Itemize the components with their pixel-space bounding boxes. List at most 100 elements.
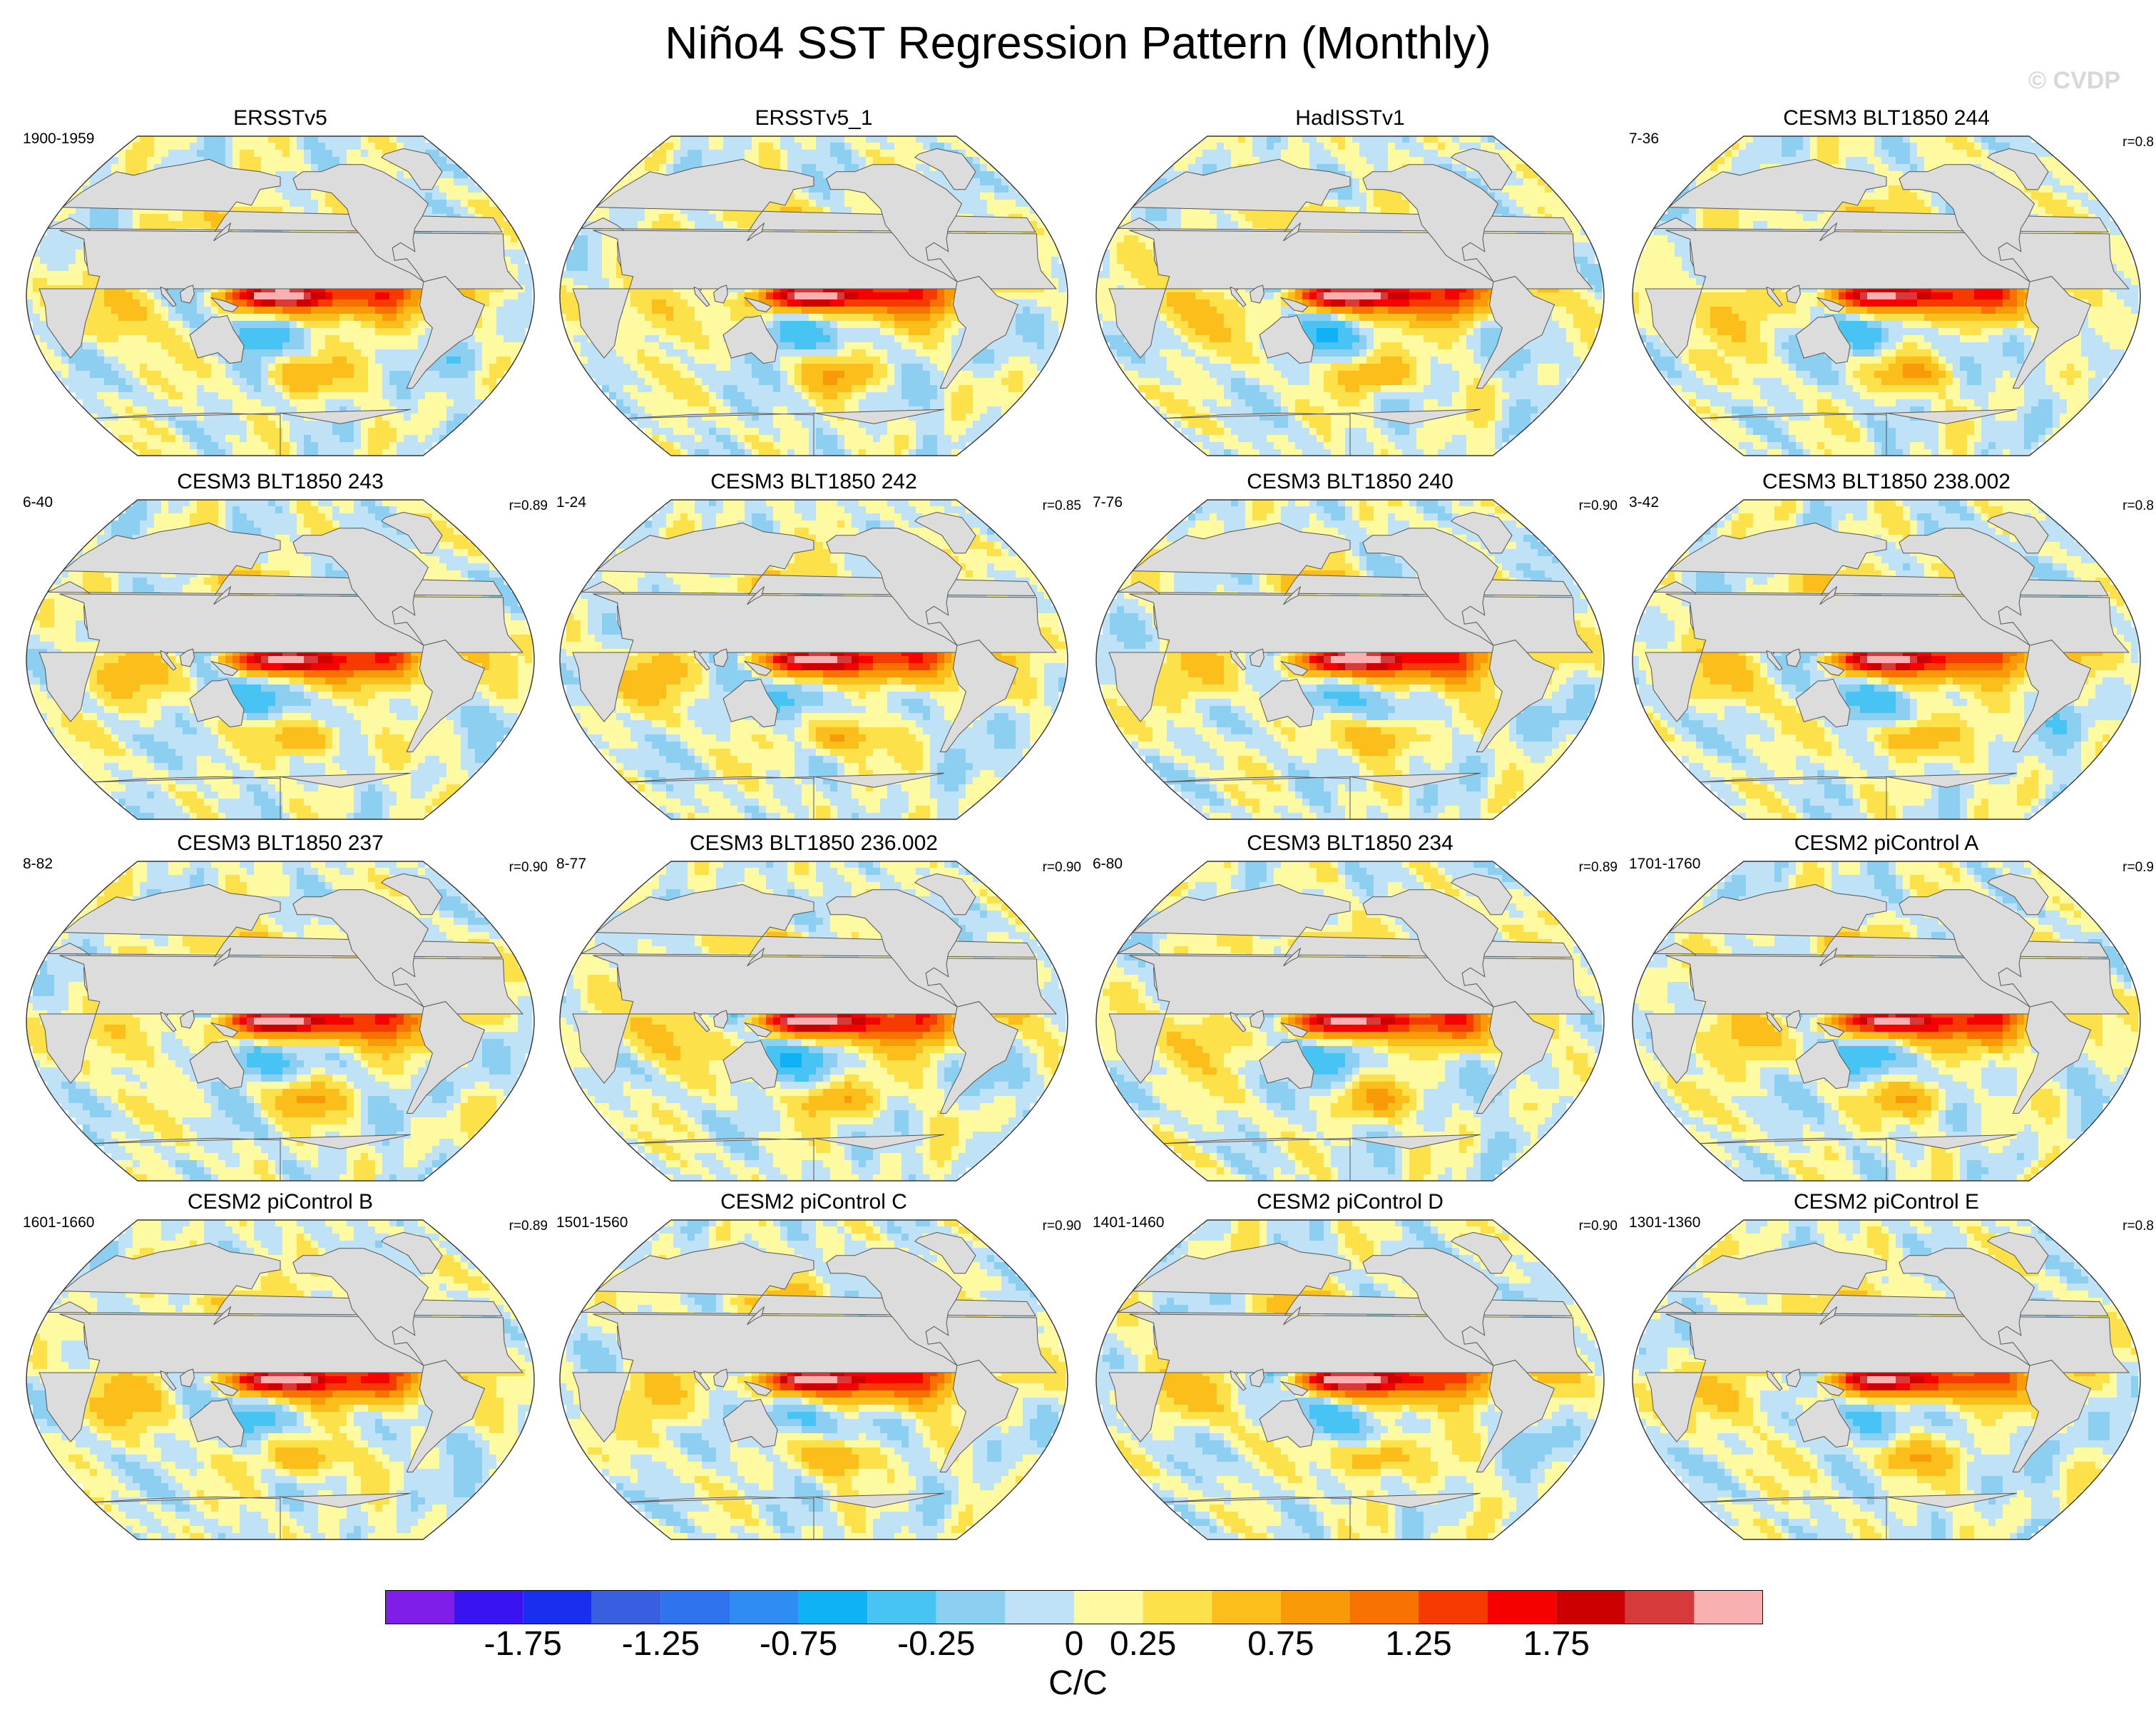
panel-cesm3-blt1850-244: CESM3 BLT1850 244 7-36 r=0.8 xyxy=(1619,106,2154,466)
panel-period: 1-24 xyxy=(556,493,586,512)
map-boundary xyxy=(559,861,1068,1182)
land-mask xyxy=(572,148,1057,456)
panel-period: 1401-1460 xyxy=(1093,1214,1164,1232)
panel-pattern-correlation: r=0.90 xyxy=(1043,859,1081,876)
colorbar-box xyxy=(936,1591,1006,1624)
map-boundary xyxy=(1095,1219,1605,1540)
panel-cesm2-picontrol-c: CESM2 piControl C 1501-1560 r=0.90 xyxy=(546,1189,1081,1549)
map-boundary xyxy=(559,499,1068,820)
map-boundary xyxy=(1632,499,2141,820)
sst-regression-map xyxy=(1095,135,1605,456)
figure-title: Niño4 SST Regression Pattern (Monthly) xyxy=(0,14,2156,71)
sst-regression-map xyxy=(559,861,1068,1182)
sst-regression-map xyxy=(1632,499,2141,820)
land-mask xyxy=(1645,1231,2130,1539)
colorbar-box xyxy=(1556,1591,1625,1624)
colorbar-box xyxy=(1419,1591,1488,1624)
colorbar-tick-label: -0.25 xyxy=(897,1624,975,1664)
panel-pattern-correlation: r=0.8 xyxy=(2122,498,2154,515)
colorbar-box xyxy=(1005,1591,1074,1624)
panel-period: 3-42 xyxy=(1629,493,1659,512)
sst-regression-map xyxy=(26,861,535,1182)
colorbar-box xyxy=(798,1591,868,1624)
panel-title: CESM2 piControl C xyxy=(546,1189,1081,1215)
panel-title: CESM2 piControl A xyxy=(1619,831,2154,856)
panel-period: 7-76 xyxy=(1093,493,1123,512)
land-mask xyxy=(572,511,1057,819)
colorbar-box xyxy=(523,1591,592,1624)
map-boundary xyxy=(1632,135,2141,456)
panel-title: CESM2 piControl B xyxy=(13,1189,548,1215)
panel-period: 1301-1360 xyxy=(1629,1214,1700,1232)
panel-cesm2-picontrol-d: CESM2 piControl D 1401-1460 r=0.90 xyxy=(1083,1189,1618,1549)
colorbar-box xyxy=(1143,1591,1212,1624)
map-boundary xyxy=(559,1219,1068,1540)
colorbar-box xyxy=(1487,1591,1557,1624)
panel-cesm3-blt1850-238-002: CESM3 BLT1850 238.002 3-42 r=0.8 xyxy=(1619,469,2154,829)
map-boundary xyxy=(559,135,1068,456)
colorbar-units: C/C xyxy=(0,1664,2156,1703)
panel-title: CESM3 BLT1850 237 xyxy=(13,831,548,856)
panel-cesm3-blt1850-237: CESM3 BLT1850 237 8-82 r=0.90 xyxy=(13,831,548,1191)
land-mask xyxy=(1645,148,2130,456)
map-boundary xyxy=(26,135,535,456)
sst-regression-map xyxy=(559,135,1068,456)
panel-pattern-correlation: r=0.8 xyxy=(2122,1218,2154,1235)
colorbar-tick-label: 0.25 xyxy=(1110,1624,1176,1664)
land-mask xyxy=(1108,1231,1593,1539)
colorbar-tick-label: 1.25 xyxy=(1385,1624,1451,1664)
panel-cesm2-picontrol-a: CESM2 piControl A 1701-1760 r=0.9 xyxy=(1619,831,2154,1191)
panel-title: CESM2 piControl E xyxy=(1619,1189,2154,1215)
panel-cesm3-blt1850-234: CESM3 BLT1850 234 6-80 r=0.89 xyxy=(1083,831,1618,1191)
colorbar-tick-label: -0.75 xyxy=(760,1624,837,1664)
panel-title: CESM2 piControl D xyxy=(1083,1189,1618,1215)
land-mask xyxy=(1108,511,1593,819)
panel-hadisstv1: HadISSTv1 xyxy=(1083,106,1618,466)
panel-pattern-correlation: r=0.90 xyxy=(1579,1218,1618,1235)
land-mask xyxy=(39,1231,523,1539)
panel-title: CESM3 BLT1850 234 xyxy=(1083,831,1618,856)
panel-title: CESM3 BLT1850 242 xyxy=(546,469,1081,495)
colorbar xyxy=(385,1590,1763,1624)
panel-period: 1601-1660 xyxy=(23,1214,94,1232)
panel-title: CESM3 BLT1850 238.002 xyxy=(1619,469,2154,495)
colorbar-tick-label: 0 xyxy=(1065,1624,1084,1664)
colorbar-box xyxy=(1625,1591,1695,1624)
sst-regression-map xyxy=(1095,499,1605,820)
sst-regression-map xyxy=(26,135,535,456)
panel-pattern-correlation: r=0.90 xyxy=(1579,498,1618,515)
colorbar-box xyxy=(1280,1591,1350,1624)
sst-regression-map xyxy=(26,1219,535,1540)
panel-pattern-correlation: r=0.85 xyxy=(1043,498,1081,515)
colorbar-box xyxy=(454,1591,523,1624)
panel-period: 6-80 xyxy=(1093,855,1123,873)
map-boundary xyxy=(1095,499,1605,820)
panel-pattern-correlation: r=0.89 xyxy=(1579,859,1618,876)
panel-pattern-correlation: r=0.9 xyxy=(2122,859,2154,876)
map-boundary xyxy=(26,861,535,1182)
panel-cesm2-picontrol-b: CESM2 piControl B 1601-1660 r=0.89 xyxy=(13,1189,548,1549)
panel-title: ERSSTv5 xyxy=(13,106,548,131)
sst-regression-map xyxy=(559,499,1068,820)
panel-title: ERSSTv5_1 xyxy=(546,106,1081,131)
land-mask xyxy=(39,873,523,1181)
panel-pattern-correlation: r=0.89 xyxy=(509,1218,548,1235)
map-boundary xyxy=(26,1219,535,1540)
panel-period: 1501-1560 xyxy=(556,1214,628,1232)
colorbar-box xyxy=(1212,1591,1281,1624)
colorbar-box xyxy=(1349,1591,1419,1624)
colorbar-box xyxy=(1074,1591,1143,1624)
colorbar-tick-label: 0.75 xyxy=(1247,1624,1314,1664)
colorbar-box xyxy=(660,1591,730,1624)
panel-period: 7-36 xyxy=(1629,130,1659,148)
panel-period: 8-77 xyxy=(556,855,586,873)
land-mask xyxy=(39,148,523,456)
sst-regression-map xyxy=(1095,861,1605,1182)
panel-pattern-correlation: r=0.90 xyxy=(1043,1218,1081,1235)
panel-period: 6-40 xyxy=(23,493,53,512)
panel-title: CESM3 BLT1850 236.002 xyxy=(546,831,1081,856)
panel-cesm3-blt1850-242: CESM3 BLT1850 242 1-24 r=0.85 xyxy=(546,469,1081,829)
sst-regression-map xyxy=(26,499,535,820)
panel-title: CESM3 BLT1850 243 xyxy=(13,469,548,495)
panel-pattern-correlation: r=0.89 xyxy=(509,498,548,515)
